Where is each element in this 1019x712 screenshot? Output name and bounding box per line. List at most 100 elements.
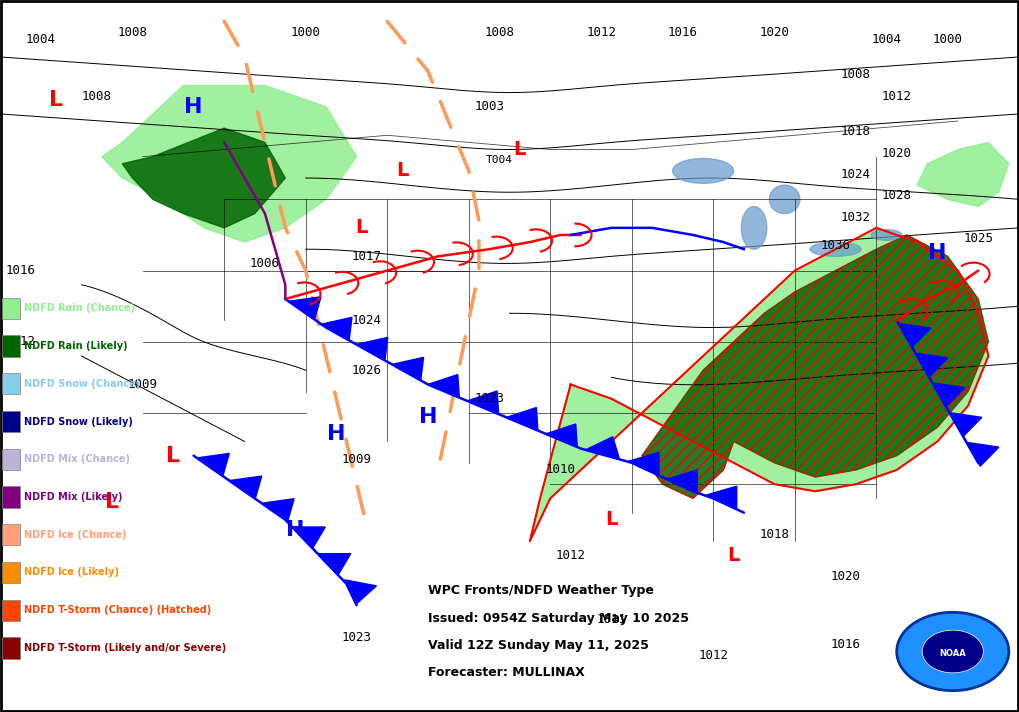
Text: 1003: 1003 [474,100,504,113]
Polygon shape [428,375,460,397]
Polygon shape [292,527,325,548]
Text: 1018: 1018 [759,528,790,540]
Polygon shape [642,235,988,498]
Polygon shape [706,486,737,509]
Ellipse shape [871,229,902,240]
Text: 1018: 1018 [841,125,871,138]
Polygon shape [320,318,352,340]
Polygon shape [288,297,321,320]
Text: 1000: 1000 [932,33,963,46]
Text: 1025: 1025 [963,232,994,245]
Bar [2,411,20,432]
Text: 1008: 1008 [117,26,148,38]
Polygon shape [344,580,376,604]
Text: 1012: 1012 [555,549,586,562]
Text: 1006: 1006 [250,257,280,270]
Text: L: L [105,492,119,512]
Text: 1010: 1010 [545,464,576,476]
Polygon shape [392,357,424,380]
Ellipse shape [810,242,861,256]
Circle shape [922,630,983,673]
Text: 1023: 1023 [474,392,504,405]
Polygon shape [122,128,285,228]
Polygon shape [102,85,357,242]
Text: NDFD Rain (Likely): NDFD Rain (Likely) [24,341,128,351]
Text: H: H [928,243,947,263]
Bar [2,298,20,319]
Text: 1008: 1008 [841,68,871,81]
Text: H: H [286,520,305,540]
Polygon shape [950,413,982,436]
Text: NDFD Ice (Likely): NDFD Ice (Likely) [24,567,119,577]
Text: H: H [327,424,345,444]
Text: 1020: 1020 [881,147,912,159]
Text: 1004: 1004 [871,33,902,46]
Text: L: L [166,446,180,466]
Bar [2,637,20,659]
Text: NDFD T-Storm (Chance) (Hatched): NDFD T-Storm (Chance) (Hatched) [24,605,212,615]
Polygon shape [467,391,498,414]
Text: 1009: 1009 [127,378,158,391]
Bar [2,373,20,394]
Text: 1012: 1012 [586,26,616,38]
Polygon shape [197,454,229,476]
Polygon shape [629,452,659,476]
Text: NDFD Rain (Chance): NDFD Rain (Chance) [24,303,136,313]
Polygon shape [506,407,538,431]
Text: 1016: 1016 [5,264,36,277]
Polygon shape [357,337,388,360]
Text: 1024: 1024 [841,168,871,181]
Text: 1036: 1036 [820,239,851,252]
Text: NDFD Snow (Chance): NDFD Snow (Chance) [24,379,141,389]
Text: 1016: 1016 [667,26,698,38]
Polygon shape [262,498,294,521]
Text: 1016: 1016 [830,638,861,651]
Polygon shape [586,436,620,459]
Bar [2,600,20,621]
Text: Issued: 0954Z Saturday May 10 2025: Issued: 0954Z Saturday May 10 2025 [428,612,689,624]
Text: 1012: 1012 [5,335,36,348]
Text: Forecaster: MULLINAX: Forecaster: MULLINAX [428,666,585,679]
Text: 1011: 1011 [596,613,627,626]
Text: 1020: 1020 [759,26,790,38]
Polygon shape [899,323,930,347]
Polygon shape [530,228,988,541]
Text: Valid 12Z Sunday May 11, 2025: Valid 12Z Sunday May 11, 2025 [428,639,649,651]
Text: 1008: 1008 [484,26,515,38]
Text: L: L [396,162,409,180]
Text: 1008: 1008 [82,90,112,103]
Text: 1028: 1028 [881,189,912,202]
Text: H: H [419,407,437,426]
Text: NDFD Snow (Likely): NDFD Snow (Likely) [24,417,133,426]
Ellipse shape [741,206,766,249]
Polygon shape [932,383,965,407]
Text: 1017: 1017 [352,250,382,263]
Bar [2,486,20,508]
Bar [2,335,20,357]
Circle shape [897,612,1009,691]
Ellipse shape [769,185,800,214]
Polygon shape [915,353,948,377]
Bar [2,524,20,545]
Text: L: L [49,90,63,110]
Text: L: L [605,511,618,529]
Text: 1032: 1032 [841,211,871,224]
Text: H: H [184,97,203,117]
Text: NDFD Mix (Likely): NDFD Mix (Likely) [24,492,123,502]
Text: L: L [728,546,740,565]
Text: 1020: 1020 [830,570,861,583]
Text: L: L [514,140,526,159]
Text: 1000: 1000 [290,26,321,38]
Text: 1012: 1012 [881,90,912,103]
Text: 1024: 1024 [352,314,382,327]
Text: 1023: 1023 [341,631,372,644]
Polygon shape [666,470,697,493]
Polygon shape [917,142,1009,206]
Text: NOAA: NOAA [940,649,966,658]
Polygon shape [546,424,578,447]
Bar [2,449,20,470]
Text: NDFD T-Storm (Likely and/or Severe): NDFD T-Storm (Likely and/or Severe) [24,643,226,653]
Ellipse shape [673,158,734,184]
Bar [2,562,20,583]
Text: NDFD Ice (Chance): NDFD Ice (Chance) [24,530,127,540]
